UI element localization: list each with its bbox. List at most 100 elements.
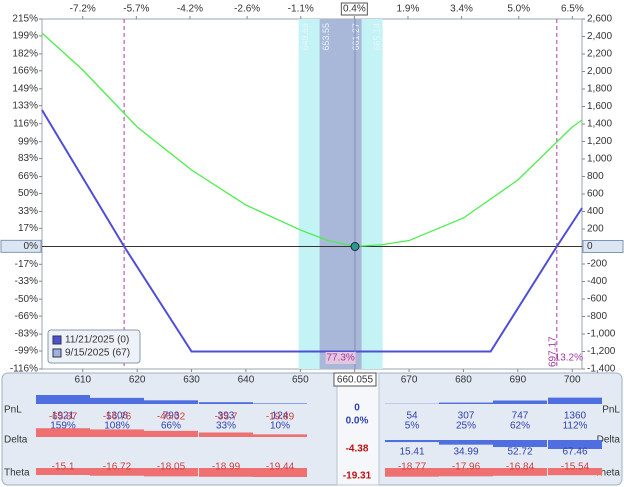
series-line [41,109,583,353]
pnl-bar [493,400,547,404]
current-column [336,372,380,486]
x-tick-label: 630 [183,375,200,386]
x-tick-label: 680 [455,375,472,386]
y-tick-label: 83% [18,153,38,164]
theta-bar [199,468,253,477]
y2-tick-label: 200 [587,224,604,235]
row-label: Delta [597,435,621,446]
delta-bar [385,440,439,443]
band-label: 661.27 [351,23,361,51]
greek-value: -65.87 [49,412,78,423]
zero-box [0,239,42,253]
greek-value: -33.7 [215,412,238,423]
greek-value: -16.72 [103,462,132,473]
y-tick-label: 99% [18,136,38,147]
pnl-bar [144,400,198,404]
x2-tick-label: -1.1% [288,4,314,15]
y2-tick-label: -1,200 [587,346,616,357]
x-tick-label: 610 [74,375,91,386]
y2-tick-label: -600 [587,294,607,305]
y-tick-label: 133% [12,100,38,111]
greek-value: 793 [163,411,180,422]
greek-value: 307 [458,411,475,422]
y2-tick-label: 1,400 [587,119,612,130]
y-tick-label: 166% [12,65,38,76]
pnl-bar [439,402,493,404]
band-label: 653.55 [321,23,331,51]
row-label: PnL [4,405,22,416]
x-tick-label: 650 [292,375,309,386]
y-tick-label: -66% [15,311,38,322]
theta-bar [439,468,493,477]
y2-tick-label: 2,000 [587,66,612,77]
pnl-bar [548,397,602,404]
y-tick-label: 215% [12,14,38,25]
row-label: PnL [602,405,620,416]
delta-bar [253,434,307,437]
y2-tick-label: 1,600 [587,101,612,112]
y-tick-label: 116% [13,118,38,129]
y2-tick-label: 1,800 [587,84,612,95]
greek-value: -18.05 [157,462,186,473]
current-pct-box [340,2,368,16]
legend-swatch [52,348,62,358]
x-tick-label: 620 [129,375,146,386]
y2-tick-label: -1,000 [587,329,616,340]
greek-value: -46.02 [157,412,186,423]
x-tick-label: 670 [401,375,418,386]
y-tick-label: 50% [18,188,38,199]
pnl-percent: 25% [456,421,476,432]
greek-value: 15.41 [399,447,424,458]
pnl-bar [90,397,144,404]
y2-tick-label: -400 [587,276,607,287]
delta-bar [439,440,493,445]
theta-bar [493,468,547,476]
y2-tick-label: 1,000 [587,154,612,165]
greek-value: 1360 [564,411,587,422]
legend-label: 11/21/2025 (0) [65,335,129,346]
y2-tick-label: 800 [587,171,604,182]
x-tick-label: 700 [564,375,581,386]
delta-bar [199,432,253,437]
pnl-bar [253,403,307,404]
delta-bar [144,430,198,437]
theta-bar [90,468,144,476]
y-tick-label: 0% [24,241,39,252]
band-label: 665.14 [372,23,382,51]
pnl-percent: 5% [405,421,420,432]
greek-value: -15.54 [561,462,590,473]
greek-value: 124 [272,411,289,422]
y-tick-label: -33% [15,276,38,287]
delta-bar [90,429,144,437]
y-tick-label: 182% [12,49,38,60]
theta-bar [548,468,602,476]
pnl-percent: 159% [50,421,76,432]
x-tick-label: 690 [509,375,526,386]
x2-tick-label: 1.9% [397,4,420,15]
x2-tick-label: -2.6% [234,4,260,15]
theta-bar [36,468,90,475]
greek-value: -15.1 [52,462,75,473]
pnl-percent: 0.0% [346,416,369,427]
greek-value: -16.84 [506,462,535,473]
current-price-dot [350,242,360,251]
y2-tick-label: 2,200 [587,49,612,60]
x2-tick-label: 5.0% [507,4,530,15]
y-tick-label: -83% [15,329,38,340]
y2-tick-label: 1,200 [587,136,612,147]
current-price-box [333,372,377,387]
greek-value: -18.77 [398,462,427,473]
greek-value: -19.89 [266,412,295,423]
greek-value: 34.99 [453,447,478,458]
legend-swatch [52,335,62,345]
x2-tick-label: -5.7% [123,4,149,15]
row-label: Theta [594,468,620,479]
pnl-percent: 62% [510,421,530,432]
greek-value: 747 [512,411,529,422]
pnl-percent: 108% [104,421,130,432]
greek-value: 1308 [106,411,129,422]
pnl-percent: 10% [270,421,290,432]
band-probability: 77.3% [326,353,354,364]
y2-tick-label: 600 [587,189,604,200]
